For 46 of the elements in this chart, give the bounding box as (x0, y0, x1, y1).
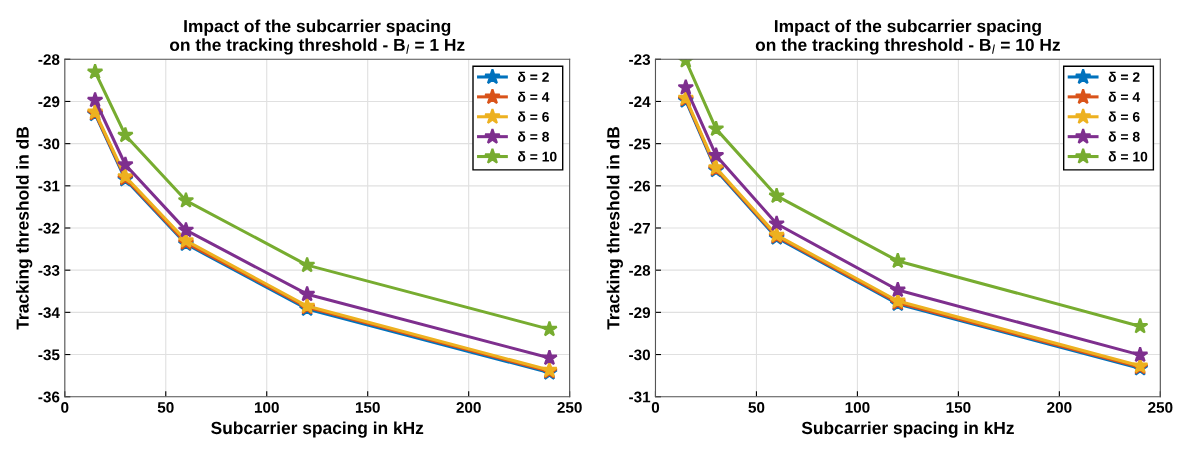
chart-title: Impact of the subcarrier spacing on the tracking threshold - B$_{l}$ = 1 Hz (169, 19, 465, 55)
x-tick-label: 50 (157, 401, 174, 413)
y-tick-label: -28 (629, 265, 651, 276)
y-tick-label: -25 (629, 138, 651, 150)
legend-label: δ = 10 (518, 151, 557, 162)
chart-title: Impact of the subcarrier spacing on the tracking threshold - B$_{l}$ = 10 Hz (755, 19, 1060, 55)
y-axis-title: Tracking threshold in dB (16, 127, 33, 330)
legend-label: δ = 10 (1108, 151, 1148, 162)
x-axis-title: Subcarrier spacing in kHz (801, 421, 1014, 438)
x-tick-label: 100 (845, 401, 870, 413)
y-tick-label: -31 (629, 391, 651, 403)
legend-label: δ = 8 (1108, 131, 1140, 142)
y-tick-label: -23 (629, 54, 651, 65)
y-tick-label: -24 (629, 96, 651, 107)
y-tick-label: -34 (38, 307, 60, 319)
x-tick-label: 150 (946, 401, 971, 413)
x-tick-label: 200 (456, 401, 481, 413)
y-tick-label: -30 (38, 138, 60, 150)
y-tick-label: -31 (38, 180, 60, 192)
legend-label: δ = 4 (518, 91, 550, 102)
y-tick-label: -27 (629, 222, 650, 234)
y-tick-label: -29 (629, 307, 651, 319)
legend-label: δ = 2 (1108, 71, 1140, 82)
y-tick-label: -35 (38, 349, 60, 361)
y-tick-label: -33 (38, 265, 60, 276)
y-tick-label: -26 (629, 180, 651, 192)
legend-label: δ = 4 (1108, 91, 1141, 102)
x-tick-label: 0 (61, 401, 69, 413)
x-tick-label: 50 (748, 401, 765, 413)
legend-label: δ = 6 (1108, 111, 1140, 122)
legend-label: δ = 8 (518, 131, 549, 142)
x-tick-label: 150 (355, 401, 380, 413)
y-axis-title: Tracking threshold in dB (606, 127, 623, 330)
x-tick-label: 0 (651, 401, 660, 413)
x-tick-label: 250 (557, 401, 582, 413)
legend-label: δ = 6 (518, 111, 549, 122)
x-tick-label: 200 (1047, 401, 1072, 413)
x-axis-title: Subcarrier spacing in kHz (211, 421, 424, 438)
y-tick-label: -30 (629, 349, 650, 361)
x-tick-label: 100 (254, 401, 279, 413)
y-tick-label: -32 (38, 222, 60, 234)
y-tick-label: -36 (38, 391, 60, 403)
y-tick-label: -28 (38, 54, 60, 65)
legend-label: δ = 2 (518, 71, 549, 82)
x-tick-label: 250 (1148, 401, 1173, 413)
y-tick-label: -29 (38, 96, 60, 108)
